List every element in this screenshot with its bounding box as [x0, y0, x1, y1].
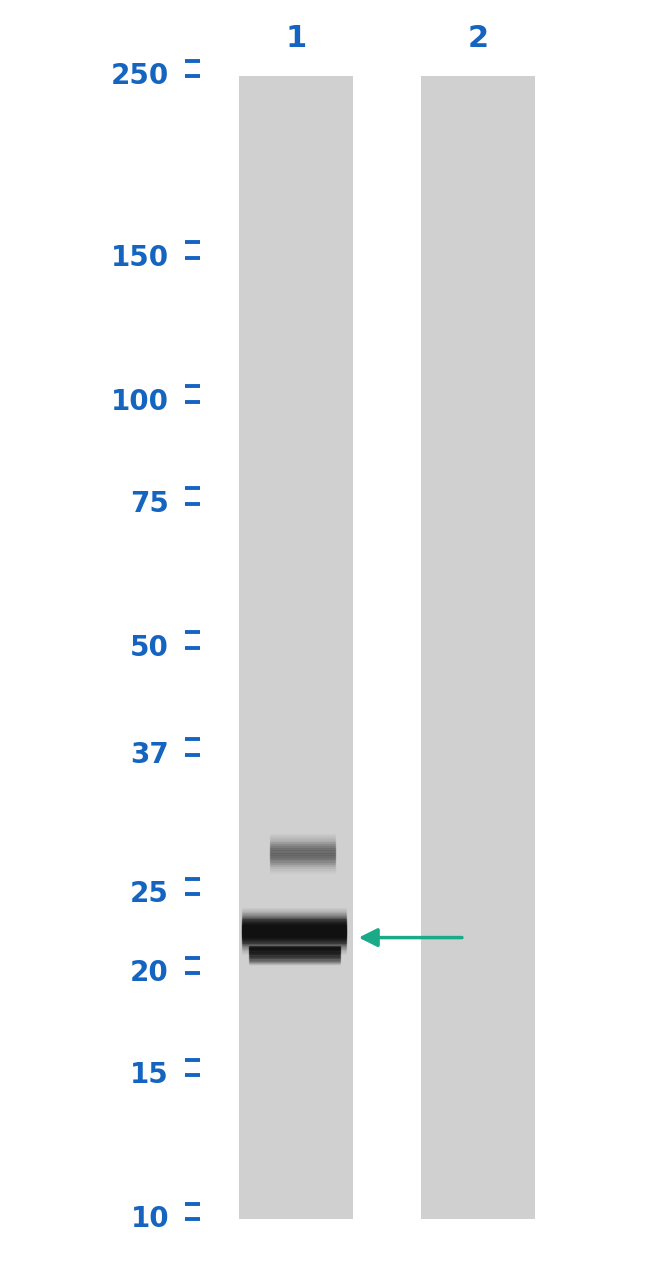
Text: 37: 37: [130, 740, 169, 768]
Bar: [421, 76, 534, 1219]
Text: 2: 2: [467, 24, 488, 52]
Text: 100: 100: [111, 387, 169, 415]
Text: 150: 150: [111, 244, 169, 272]
Text: 15: 15: [130, 1062, 169, 1090]
Text: 1: 1: [285, 24, 306, 52]
Text: 25: 25: [130, 880, 169, 908]
Text: 20: 20: [130, 959, 169, 987]
Text: 75: 75: [130, 490, 169, 518]
Text: 50: 50: [130, 634, 169, 662]
Bar: [239, 76, 352, 1219]
Text: 250: 250: [111, 62, 169, 90]
Text: 10: 10: [131, 1205, 169, 1233]
